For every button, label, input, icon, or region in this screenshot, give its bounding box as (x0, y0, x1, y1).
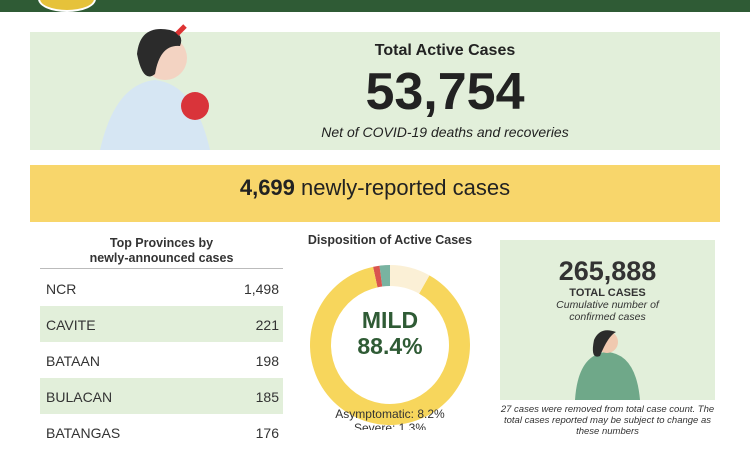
active-value: 53,754 (365, 63, 525, 121)
chart-title: Disposition of Active Cases (308, 233, 472, 247)
province-name: NCR (46, 281, 77, 297)
new-cases-band: 4,699 newly-reported cases (30, 165, 720, 222)
province-name: CAVITE (46, 317, 96, 333)
province-count: 1,498 (243, 281, 279, 297)
new-cases-label: newly-reported cases (301, 175, 511, 200)
legend-entry: Severe: 1.3% (354, 421, 426, 430)
new-cases-value: 4,699 (239, 175, 295, 200)
value-label: 1.3% (399, 421, 427, 430)
total-value: 265,888 (558, 256, 657, 286)
donut-segment (373, 265, 383, 288)
province-count: 198 (255, 353, 279, 369)
patient-illustration (100, 24, 210, 150)
person-illustration (575, 330, 640, 400)
total-label: TOTAL CASES (569, 287, 646, 299)
donut-segment (379, 265, 390, 287)
provinces-title-line: newly-announced cases (89, 251, 234, 265)
donut-chart: Disposition of Active Cases MILD 88.4% A… (308, 233, 472, 430)
active-panel: Total Active Cases 53,754 Net of COVID-1… (30, 24, 720, 150)
active-title: Total Active Cases (374, 42, 516, 59)
total-panel: 265,888 TOTAL CASES Cumulative number of… (500, 240, 715, 400)
divider (40, 268, 283, 269)
total-subtitle: Cumulative number of confirmed cases (556, 299, 659, 323)
province-count: 176 (255, 425, 279, 441)
table-row: BATAAN 198 (40, 342, 283, 378)
provinces-title-line: Top Provinces by (109, 236, 214, 250)
top-bar (0, 0, 750, 12)
province-name: BATAAN (46, 353, 100, 369)
legend-label: Asymptomatic: (335, 407, 414, 421)
table-row: BATANGAS 176 (40, 414, 283, 450)
active-subtitle: Net of COVID-19 deaths and recoveries (321, 124, 569, 140)
donut-segment (390, 265, 430, 294)
center-category: MILD (362, 307, 418, 333)
value-label: 8.2% (417, 407, 445, 421)
province-count: 221 (255, 317, 279, 333)
center-value: 88.4% (357, 333, 422, 359)
province-count: 185 (255, 389, 279, 405)
table-row: CAVITE 221 (40, 306, 283, 342)
province-name: BATANGAS (46, 425, 121, 441)
table-row: BULACAN 185 (40, 378, 283, 414)
province-name: BULACAN (46, 389, 113, 405)
legend-entry: Asymptomatic: 8.2% (335, 407, 445, 421)
table-row: NCR 1,498 (40, 270, 283, 306)
provinces-title: Top Provinces by newly-announced cases (40, 236, 283, 266)
total-note: 27 cases were removed from total case co… (500, 404, 715, 437)
legend-label: Severe: (354, 421, 395, 430)
